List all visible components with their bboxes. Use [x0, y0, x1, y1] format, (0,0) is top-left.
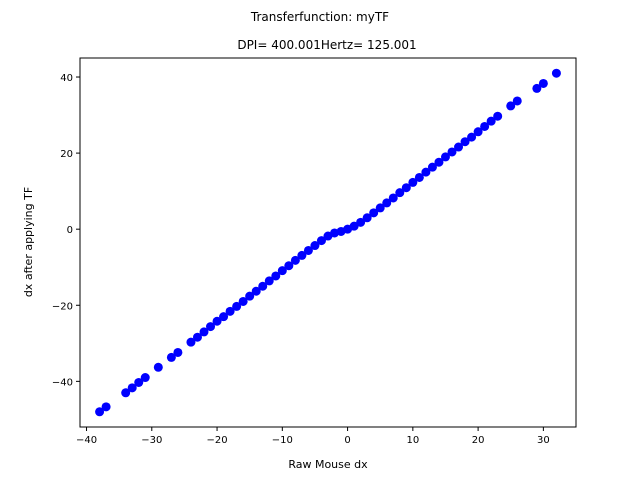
data-point [134, 377, 144, 387]
x-tick-label: 20 [472, 435, 485, 446]
x-tick-label: 0 [344, 435, 350, 446]
data-point [303, 245, 313, 255]
data-point [421, 167, 431, 177]
data-point [395, 188, 405, 198]
data-point [427, 162, 437, 172]
data-point [369, 208, 379, 218]
data-point [440, 152, 450, 162]
data-point [121, 388, 131, 398]
data-point [414, 172, 424, 182]
data-point [127, 383, 137, 393]
y-tick-label: 0 [67, 225, 73, 236]
x-tick-label: −20 [206, 435, 227, 446]
data-point [153, 362, 163, 372]
chart-suptitle: Transferfunction: myTF [250, 10, 389, 24]
data-point [173, 347, 183, 357]
data-point [349, 221, 359, 231]
data-point [434, 157, 444, 167]
y-axis-label: dx after applying TF [22, 187, 35, 297]
data-point [199, 327, 209, 337]
x-axis-label: Raw Mouse dx [288, 458, 368, 471]
data-point [238, 296, 248, 306]
data-point [388, 193, 398, 203]
data-point [486, 116, 496, 126]
data-point [512, 96, 522, 106]
data-point [95, 407, 105, 417]
data-point [225, 306, 235, 316]
data-point [206, 322, 216, 332]
y-tick-label: −20 [52, 301, 73, 312]
data-point [454, 142, 464, 152]
data-point [532, 83, 542, 93]
axes-frame [79, 57, 577, 428]
data-point [473, 127, 483, 137]
data-point [356, 217, 366, 227]
data-point [310, 241, 320, 251]
data-point [166, 352, 176, 362]
data-point [290, 255, 300, 265]
y-axis-ticks: −40 −20 0 20 40 [52, 73, 80, 388]
data-point [186, 337, 196, 347]
x-tick-label: 30 [537, 435, 550, 446]
data-point [401, 183, 411, 193]
data-point [506, 101, 516, 111]
data-point [258, 281, 268, 291]
data-point [212, 316, 222, 326]
data-point [480, 121, 490, 131]
x-tick-label: −30 [141, 435, 162, 446]
x-tick-label: −10 [272, 435, 293, 446]
data-point [447, 147, 457, 157]
y-tick-label: 40 [60, 73, 73, 84]
data-point [493, 111, 503, 121]
data-point [460, 137, 470, 147]
data-point [375, 203, 385, 213]
data-point [362, 213, 372, 223]
x-axis-ticks: −40 −30 −20 −10 0 10 20 30 [76, 427, 550, 446]
data-point [538, 78, 548, 88]
data-point [101, 402, 111, 412]
data-point [251, 286, 261, 296]
data-point [264, 276, 274, 286]
x-tick-label: −40 [76, 435, 97, 446]
data-point [382, 198, 392, 208]
data-point [140, 373, 150, 383]
plot-area: −40 −30 −20 −10 0 10 20 30 −40 −20 0 20 40 [52, 57, 577, 446]
data-point [467, 132, 477, 142]
data-point [271, 271, 281, 281]
y-tick-label: 20 [60, 149, 73, 160]
data-point [551, 68, 561, 78]
data-point [219, 312, 229, 322]
data-point [192, 332, 202, 342]
data-point [277, 266, 287, 276]
data-point [297, 250, 307, 260]
scatter-points [95, 68, 561, 417]
x-tick-label: 10 [406, 435, 419, 446]
data-point [232, 301, 242, 311]
data-point [245, 291, 255, 301]
data-point [316, 236, 326, 246]
chart-title: DPI= 400.001Hertz= 125.001 [237, 38, 416, 52]
data-point [284, 261, 294, 271]
data-point [408, 177, 418, 187]
y-tick-label: −40 [52, 377, 73, 388]
